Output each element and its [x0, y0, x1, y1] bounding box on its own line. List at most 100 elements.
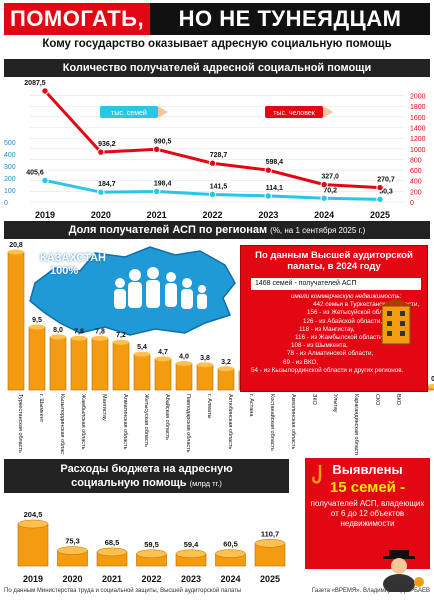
- y-right-tick-label: 600: [410, 168, 422, 175]
- section3-title: Расходы бюджета на адресную социальную п…: [4, 459, 289, 493]
- bar-value-label: 8,0: [53, 327, 63, 334]
- bar: [427, 385, 434, 391]
- section3-unit: (млрд тг.): [189, 479, 222, 488]
- legend-families-pencil-tip: [158, 106, 168, 118]
- section2-title: Доля получателей АСП по регионам (%, на …: [4, 221, 430, 239]
- reveal-box: Выявлены 15 семей - получателей АСП, вла…: [305, 458, 430, 592]
- building-icon: [380, 298, 412, 345]
- audit-line: 116 - из Жамбылской области,: [295, 334, 385, 342]
- x-tick-label: 2025: [370, 210, 390, 220]
- section2-title-text: Доля получателей АСП по регионам: [68, 224, 268, 236]
- title-part2: НО НЕ ТУНЕЯДЦАМ: [150, 3, 430, 35]
- data-label: 270,7: [377, 177, 395, 184]
- data-label: 184,7: [98, 181, 116, 188]
- category-label: г. Алматы: [206, 394, 212, 419]
- bar-value-label: 75,3: [65, 537, 80, 546]
- y-right-tick-label: 400: [410, 179, 422, 186]
- bar-value-label: 3,2: [221, 359, 231, 366]
- data-point: [41, 87, 49, 95]
- x-tick-label: 2024: [314, 210, 334, 220]
- audit-total: 1468 семей - получателей АСП: [251, 278, 421, 290]
- bar-value-label: 59,4: [184, 540, 199, 549]
- data-label: 327,0: [321, 174, 339, 181]
- category-label: Жамбылская область: [80, 394, 86, 450]
- section3-title-line2: социальную помощь: [71, 477, 187, 489]
- bar-top: [197, 362, 213, 368]
- x-tick-label: 2023: [258, 210, 278, 220]
- subtitle: Кому государство оказывает адресную соци…: [42, 38, 392, 50]
- audit-line: 118 - из Мангистау,: [299, 325, 355, 333]
- x-tick-label: 2022: [141, 574, 161, 584]
- coin-top: [57, 546, 88, 555]
- legend-persons-label: тыс. человек: [273, 110, 316, 117]
- bar-top: [50, 334, 66, 340]
- section2-note: (%, на 1 сентября 2025 г.): [270, 225, 366, 235]
- x-tick-label: 2025: [260, 574, 280, 584]
- data-label: 114,1: [266, 185, 283, 192]
- category-label: Алматинская область: [122, 394, 128, 450]
- bar-top: [176, 360, 192, 366]
- footer: По данным Министерства труда и социально…: [4, 588, 430, 594]
- bar: [133, 353, 151, 391]
- coin-top: [215, 549, 246, 558]
- audit-box: По данным Высшей аудиторской палаты, в 2…: [240, 245, 428, 392]
- data-point: [97, 148, 105, 156]
- category-label: СКО: [374, 394, 380, 406]
- data-label: 198,4: [154, 180, 172, 187]
- audit-line: 108 - из Шымкента,: [291, 342, 348, 350]
- bar-top: [155, 356, 171, 362]
- audit-line: 78 - из Алматинской области,: [287, 350, 374, 358]
- bar-value-label: 0,6: [431, 376, 434, 383]
- audit-line: 54 - из Кызылординской области и других …: [251, 366, 404, 374]
- bar-top: [134, 351, 150, 357]
- x-tick-label: 2024: [220, 574, 240, 584]
- reveal-line3: получателей АСП, владеющих от 6 до 12 об…: [310, 499, 425, 528]
- bar: [7, 251, 25, 391]
- footer-credit: Газета «ВРЕМЯ». Владимир КАДЫРБАЕВ: [311, 588, 430, 594]
- bar: [49, 336, 67, 391]
- data-label: 50,3: [379, 188, 393, 195]
- bar: [91, 337, 109, 391]
- audit-header: По данным Высшей аудиторской палаты, в 2…: [255, 250, 413, 272]
- legend-families-swatch: [100, 106, 158, 118]
- x-tick-label: 2020: [91, 210, 111, 220]
- bar-value-label: 3,8: [200, 355, 210, 362]
- bar-top: [113, 339, 129, 345]
- x-tick-label: 2019: [35, 210, 55, 220]
- category-label: Павлодарская область: [185, 394, 191, 453]
- coin-stack: [17, 523, 49, 567]
- category-label: Улытау: [332, 394, 338, 413]
- data-point: [152, 145, 161, 153]
- y-right-tick-label: 800: [410, 157, 422, 164]
- y-right-tick-label: 1600: [410, 115, 426, 122]
- bar-value-label: 9,5: [32, 317, 42, 324]
- x-tick-label: 2021: [147, 210, 167, 220]
- kazakhstan-name: КАЗАХСТАН: [40, 252, 106, 264]
- man-caricature-icon: [383, 550, 424, 592]
- y-left-tick-label: 100: [4, 188, 16, 195]
- bar: [196, 364, 214, 391]
- data-point: [376, 183, 384, 192]
- section3-title-line1: Расходы бюджета на адресную: [60, 463, 233, 475]
- bar-value-label: 7,8: [95, 328, 105, 335]
- y-right-tick-label: 1200: [410, 136, 426, 143]
- category-label: ЗКО: [311, 394, 317, 405]
- coin-top: [17, 519, 49, 529]
- x-tick-label: 2022: [202, 210, 222, 220]
- bar-value-label: 20,8: [9, 242, 23, 249]
- y-right-tick-label: 200: [410, 189, 422, 196]
- category-label: Карагандинская область: [353, 394, 359, 455]
- bar: [217, 368, 235, 391]
- audit-line: 156 - из Жетысуйской области,: [307, 309, 398, 317]
- coin-top: [175, 549, 207, 559]
- bar-value-label: 110,7: [261, 529, 279, 538]
- legend-persons-swatch: [265, 106, 323, 118]
- audit-lines: имели коммерческую недвижимость: 442 сем…: [251, 293, 423, 375]
- category-label: Туркестанская область: [17, 394, 23, 453]
- reveal-line1: Выявлены: [332, 462, 403, 477]
- x-tick-label: 2020: [62, 574, 82, 584]
- main-title: ПОМОГАТЬ, НО НЕ ТУНЕЯДЦАМ: [4, 3, 430, 35]
- y-left-tick-label: 300: [4, 164, 16, 171]
- bar-value-label: 4,0: [179, 353, 189, 360]
- x-tick-label: 2023: [181, 574, 201, 584]
